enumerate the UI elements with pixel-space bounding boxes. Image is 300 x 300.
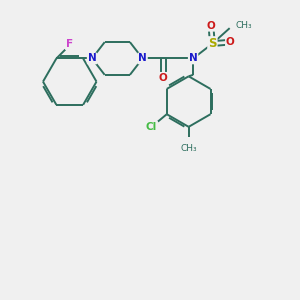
Text: Cl: Cl <box>146 122 157 132</box>
Text: O: O <box>226 37 235 47</box>
Text: F: F <box>66 39 73 49</box>
Text: O: O <box>159 73 168 83</box>
Text: O: O <box>207 21 215 31</box>
Text: S: S <box>208 37 217 50</box>
Text: CH₃: CH₃ <box>235 21 252 30</box>
Text: CH₃: CH₃ <box>180 144 197 153</box>
Text: N: N <box>189 53 197 64</box>
Text: N: N <box>138 53 147 64</box>
Text: N: N <box>88 53 96 64</box>
